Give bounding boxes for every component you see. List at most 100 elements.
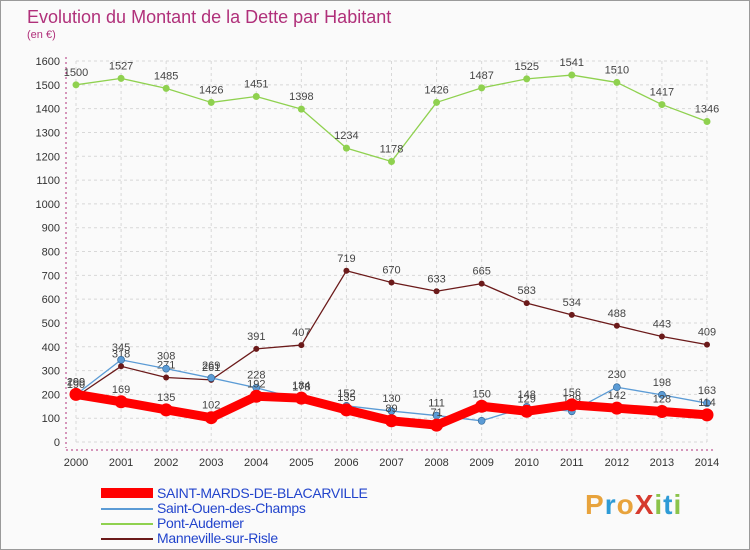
data-label: 670 (382, 264, 400, 276)
data-label: 102 (202, 400, 220, 412)
data-point (72, 81, 80, 89)
legend-label: Manneville-sur-Risle (157, 530, 278, 546)
data-point (252, 92, 260, 100)
data-point (69, 387, 83, 401)
data-point (704, 341, 710, 348)
line-chart: 0 100 200 300 400 500 600 700 800 900 1000 1100 1200… (36, 56, 720, 469)
data-label: 148 (518, 389, 536, 401)
data-point (433, 98, 441, 106)
data-point (703, 399, 711, 407)
data-point (478, 280, 485, 287)
logo-letter: i (673, 489, 683, 520)
data-label: 1426 (424, 84, 448, 96)
data-point (388, 157, 395, 165)
chart-subtitle: (en €) (27, 29, 56, 41)
data-label: 409 (698, 327, 716, 339)
data-point (523, 300, 530, 307)
data-point (163, 374, 170, 381)
y-tick-label: 0 (54, 437, 60, 449)
data-label: 1417 (650, 87, 674, 99)
data-label: 1510 (605, 64, 629, 76)
y-tick-label: 500 (42, 318, 60, 330)
legend-swatch (101, 508, 153, 510)
data-label: 156 (563, 387, 581, 399)
data-point (388, 279, 395, 286)
data-label: 308 (157, 351, 175, 363)
data-label: 135 (337, 392, 355, 404)
logo-letter: o (616, 489, 635, 520)
data-label: 89 (385, 403, 397, 415)
data-point (568, 311, 575, 318)
y-tick-label: 200 (42, 389, 60, 401)
data-label: 488 (608, 308, 626, 320)
y-tick-label: 1600 (36, 56, 60, 68)
data-label: 1398 (289, 91, 313, 103)
data-label: 71 (430, 407, 442, 419)
data-point (204, 411, 218, 425)
x-tick-label: 2014 (695, 457, 719, 469)
y-tick-label: 1500 (36, 80, 60, 92)
x-tick-label: 2011 (560, 457, 584, 469)
y-tick-label: 600 (42, 294, 60, 306)
data-label: 443 (653, 319, 671, 331)
data-label: 135 (157, 392, 175, 404)
data-point (249, 389, 263, 403)
x-tick-label: 2006 (334, 457, 358, 469)
data-label: 129 (518, 393, 536, 405)
data-label: 318 (112, 348, 130, 360)
data-label: 192 (247, 378, 265, 390)
data-point (658, 333, 665, 340)
logo-letter: X (634, 489, 655, 520)
data-point (610, 401, 624, 415)
x-tick-label: 2003 (199, 457, 223, 469)
data-label: 1178 (380, 143, 404, 155)
data-label: 583 (518, 285, 536, 297)
x-tick-label: 2005 (289, 457, 313, 469)
data-point (520, 404, 534, 418)
y-tick-label: 700 (42, 270, 60, 282)
logo-letter: P (585, 489, 605, 520)
data-point (162, 84, 170, 92)
legend-label: Pont-Audemer (157, 515, 244, 531)
data-label: 534 (563, 297, 581, 309)
data-label: 111 (428, 398, 445, 410)
x-tick-label: 2010 (514, 457, 538, 469)
data-point (658, 101, 666, 109)
data-point (703, 117, 711, 125)
data-label: 269 (202, 360, 220, 372)
data-label: 1426 (199, 84, 223, 96)
data-point (339, 403, 353, 417)
data-point (162, 364, 170, 373)
data-point (207, 374, 216, 382)
data-point (433, 288, 440, 295)
data-label: 1234 (334, 130, 358, 142)
data-label: 1527 (109, 60, 133, 72)
data-label: 1487 (469, 70, 493, 82)
data-point (114, 395, 128, 409)
data-label: 169 (112, 384, 130, 396)
data-label: 1346 (695, 103, 719, 115)
data-point (478, 84, 486, 92)
legend-label: SAINT-MARDS-DE-BLACARVILLE (157, 485, 368, 501)
data-label: 200 (67, 376, 85, 388)
data-label: 128 (653, 394, 671, 406)
data-label: 407 (292, 327, 310, 339)
legend-swatch (101, 523, 153, 525)
data-point (253, 345, 260, 352)
data-point (475, 399, 489, 413)
data-label: 1541 (560, 57, 584, 69)
data-label: 114 (698, 397, 716, 409)
proxiti-logo: ProXiti (585, 489, 682, 521)
data-point (430, 418, 444, 432)
data-point (342, 144, 350, 152)
data-point (658, 391, 666, 399)
data-point (477, 417, 486, 425)
data-label: 665 (472, 266, 490, 278)
x-tick-label: 2001 (109, 457, 133, 469)
logo-letter: i (654, 489, 664, 520)
y-tick-label: 1300 (36, 127, 60, 139)
data-label: 178 (292, 382, 310, 394)
data-point (613, 322, 620, 329)
data-point (523, 75, 531, 83)
